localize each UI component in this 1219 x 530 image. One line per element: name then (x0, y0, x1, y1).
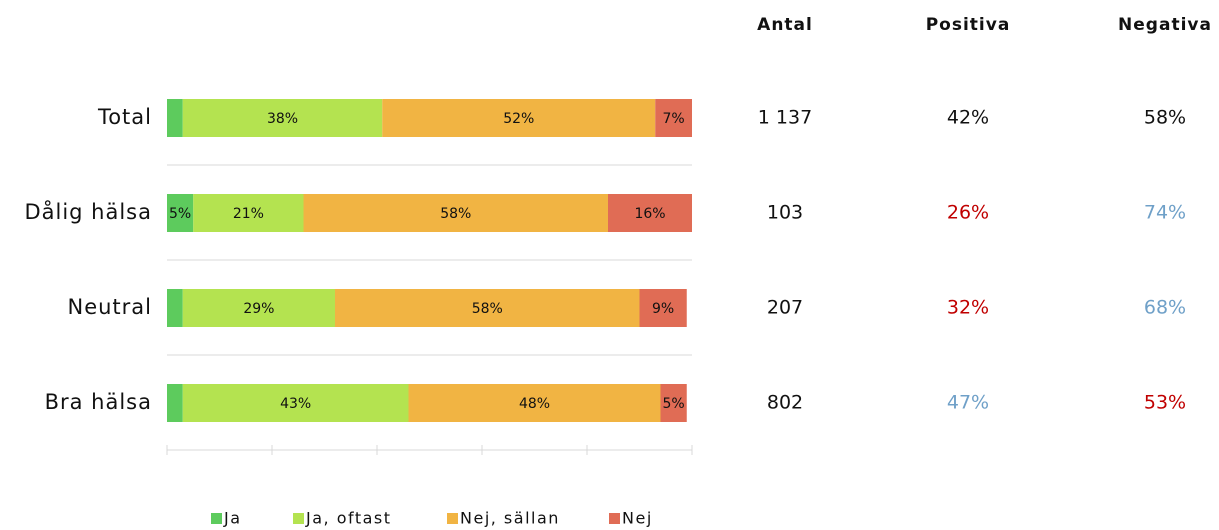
legend-label: Nej (622, 509, 653, 528)
bar-segment (303, 194, 608, 232)
value-label: 9% (652, 301, 674, 317)
value-label: 5% (663, 396, 685, 412)
table-cell: 58% (1144, 107, 1186, 129)
column-header: Antal (757, 15, 813, 35)
bar-segment (167, 194, 194, 232)
bar-segment (167, 289, 183, 327)
column-header: Negativa (1118, 15, 1212, 35)
value-label: 5% (169, 206, 191, 222)
value-label: 7% (663, 111, 685, 127)
value-label: 52% (503, 111, 534, 127)
bar-segment (408, 384, 661, 422)
table-cell: 47% (947, 392, 989, 414)
legend-swatch (293, 513, 304, 524)
value-label: 48% (519, 396, 550, 412)
category-label: Bra hälsa (45, 390, 152, 414)
legend-swatch (609, 513, 620, 524)
table-cell: 103 (767, 202, 803, 224)
value-label: 38% (267, 111, 298, 127)
legend-label: Ja (223, 509, 242, 528)
bar-segment (167, 384, 183, 422)
table-cell: 802 (767, 392, 803, 414)
value-label: 16% (634, 206, 665, 222)
bar-segment (655, 99, 692, 137)
table-cell: 32% (947, 297, 989, 319)
table-cell: 207 (767, 297, 803, 319)
table-cell: 74% (1144, 202, 1186, 224)
category-label: Total (97, 105, 152, 129)
legend-swatch (211, 513, 222, 524)
value-label: 58% (440, 206, 471, 222)
category-label: Neutral (67, 295, 152, 319)
legend-swatch (447, 513, 458, 524)
category-label: Dålig hälsa (24, 199, 152, 224)
bar-segment (182, 289, 335, 327)
table-cell: 53% (1144, 392, 1186, 414)
table-cell: 42% (947, 107, 989, 129)
bar-segment (608, 194, 692, 232)
bar-segment (193, 194, 304, 232)
table-cell: 1 137 (758, 107, 812, 129)
legend-label: Ja, oftast (305, 509, 392, 528)
bar-segment (660, 384, 687, 422)
legend-label: Nej, sällan (460, 509, 560, 528)
table-cell: 68% (1144, 297, 1186, 319)
bar-segment (182, 99, 383, 137)
bar-segment (639, 289, 687, 327)
bar-segment (335, 289, 640, 327)
bar-segment (382, 99, 656, 137)
value-label: 29% (243, 301, 274, 317)
bar-segment (167, 99, 183, 137)
value-label: 43% (280, 396, 311, 412)
column-header: Positiva (926, 15, 1011, 35)
value-label: 58% (472, 301, 503, 317)
bar-segment (182, 384, 409, 422)
table-cell: 26% (947, 202, 989, 224)
value-label: 21% (233, 206, 264, 222)
